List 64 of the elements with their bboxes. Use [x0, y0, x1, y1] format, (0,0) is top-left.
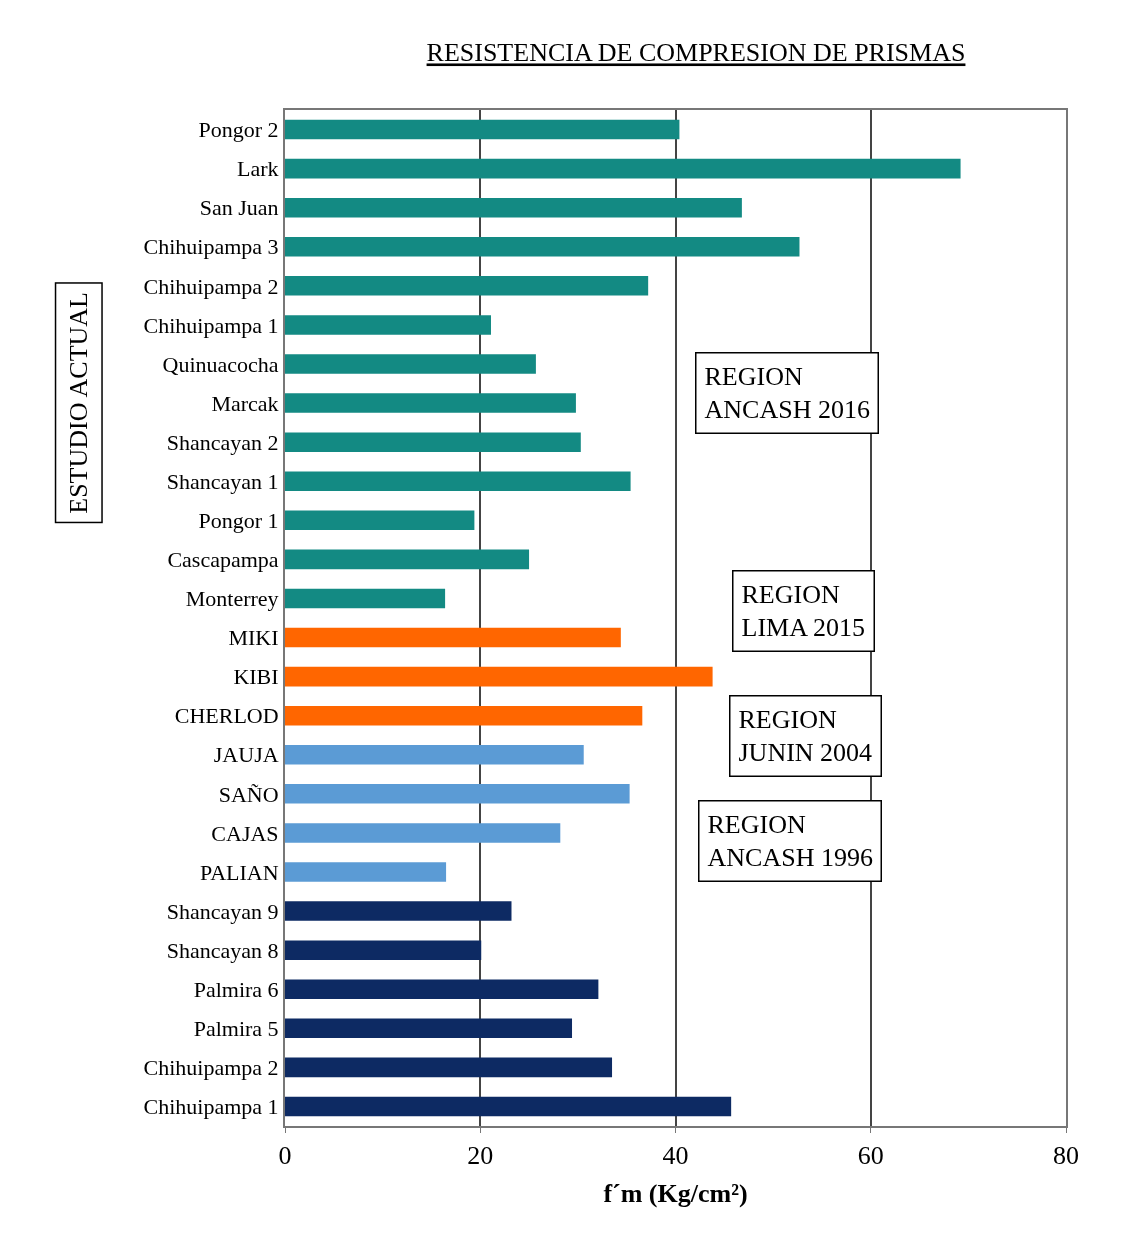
- x-axis-title: f´m (Kg/cm²): [603, 1179, 748, 1209]
- annotation: REGION ANCASH 1996: [707, 809, 873, 873]
- y-tick-label: Pongor 2: [198, 117, 279, 143]
- y-tick-label: Lark: [237, 156, 279, 182]
- chart-title: RESISTENCIA DE COMPRESION DE PRISMAS: [426, 38, 966, 68]
- y-tick-label: PALIAN: [199, 859, 279, 885]
- y-tick-label: San Juan: [199, 195, 279, 221]
- y-tick-label: Shancayan 8: [166, 937, 279, 963]
- y-tick-label: SAÑO: [218, 781, 279, 807]
- bar: [285, 158, 961, 179]
- bar: [285, 432, 581, 452]
- y-tick-label: Chihuipampa 2: [143, 273, 279, 299]
- bar: [285, 1096, 732, 1117]
- y-tick-label: Shancayan 2: [166, 429, 279, 455]
- y-tick-label: CHERLOD: [174, 703, 279, 729]
- y-tick-label: Chihuipampa 3: [143, 234, 279, 260]
- y-tick-label: Pongor 1: [198, 508, 279, 534]
- bar: [285, 119, 680, 140]
- y-tick-label: Palmira 5: [193, 1016, 279, 1042]
- y-tick-label: Shancayan 1: [166, 468, 279, 494]
- bar: [285, 510, 475, 531]
- annotation: REGION ANCASH 2016: [704, 361, 870, 425]
- x-tick-label: 60: [857, 1141, 884, 1171]
- bar: [285, 1018, 573, 1039]
- bar: [285, 393, 576, 413]
- x-tick-label: 80: [1053, 1141, 1079, 1171]
- bar: [285, 549, 530, 570]
- bar: [285, 784, 630, 804]
- bar: [285, 627, 621, 648]
- y-tick-label: Marcak: [211, 390, 279, 416]
- bar: [285, 940, 482, 960]
- bar: [285, 901, 512, 921]
- y-tick-label: Cascapampa: [167, 547, 279, 573]
- y-axis-title: ESTUDIO ACTUAL: [64, 292, 94, 514]
- bar: [285, 197, 742, 218]
- annotation: REGION JUNIN 2004: [738, 704, 873, 768]
- y-tick-label: Chihuipampa 1: [143, 312, 279, 338]
- bar: [285, 471, 631, 491]
- y-tick-label: CAJAS: [211, 820, 279, 846]
- bar: [285, 666, 713, 687]
- bar: [285, 979, 599, 999]
- x-tick-label: 0: [278, 1141, 292, 1171]
- bar: [285, 745, 584, 765]
- y-tick-label: Monterrey: [185, 586, 279, 612]
- y-tick-label: JAUJA: [213, 742, 279, 768]
- bar: [285, 315, 491, 335]
- bar: [285, 237, 800, 257]
- y-tick-label: MIKI: [228, 625, 279, 651]
- annotation: REGION LIMA 2015: [741, 579, 865, 643]
- bar: [285, 588, 446, 609]
- y-tick-label: Shancayan 9: [166, 898, 279, 924]
- bar: [285, 705, 643, 726]
- bar: [285, 862, 447, 882]
- bar: [285, 823, 561, 843]
- x-tick-label: 40: [662, 1141, 689, 1171]
- y-tick-label: Chihuipampa 2: [143, 1055, 279, 1081]
- y-tick-label: Quinuacocha: [162, 351, 279, 377]
- x-tick-label: 20: [467, 1141, 494, 1171]
- bar: [285, 1057, 613, 1078]
- y-tick-label: Palmira 6: [193, 976, 279, 1002]
- y-tick-label: Chihuipampa 1: [143, 1094, 279, 1120]
- bar: [285, 276, 649, 296]
- y-tick-label: KIBI: [233, 664, 279, 690]
- bar: [285, 354, 536, 374]
